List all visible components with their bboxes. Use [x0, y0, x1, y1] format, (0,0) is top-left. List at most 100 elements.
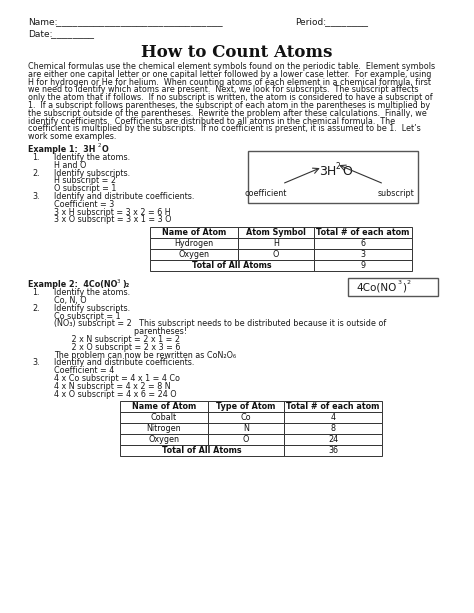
Text: Identify subscripts.: Identify subscripts.	[54, 304, 130, 313]
Text: O subscript = 1: O subscript = 1	[54, 184, 117, 193]
Text: ________: ________	[51, 30, 94, 39]
Text: 36: 36	[328, 446, 338, 455]
Text: Identify and distribute coefficients.: Identify and distribute coefficients.	[54, 192, 194, 201]
Text: 4 x Co subscript = 4 x 1 = 4 Co: 4 x Co subscript = 4 x 1 = 4 Co	[54, 374, 180, 383]
Bar	[150, 238, 238, 249]
Bar	[150, 260, 314, 271]
Bar	[238, 227, 314, 238]
Bar	[150, 249, 238, 260]
Text: Period:: Period:	[295, 18, 326, 27]
Text: 2: 2	[98, 143, 101, 148]
Bar	[120, 435, 208, 446]
Text: coefficient is multiplied by the subscripts.  If no coefficient is present, it i: coefficient is multiplied by the subscri…	[28, 124, 421, 134]
Text: Name:: Name:	[28, 18, 57, 27]
Text: 4 x O subscript = 4 x 6 = 24 O: 4 x O subscript = 4 x 6 = 24 O	[54, 390, 177, 398]
Text: 9: 9	[360, 261, 365, 270]
Text: Oxygen: Oxygen	[148, 435, 180, 444]
Text: subscript: subscript	[378, 189, 414, 198]
Bar	[284, 424, 382, 435]
Text: O: O	[339, 165, 353, 178]
Text: Name of Atom: Name of Atom	[132, 402, 196, 411]
Text: 1.: 1.	[32, 288, 39, 297]
Text: 2: 2	[336, 162, 340, 171]
Text: Type of Atom: Type of Atom	[216, 402, 276, 411]
Bar	[314, 227, 412, 238]
Text: 3: 3	[398, 280, 402, 284]
Text: Atom Symbol: Atom Symbol	[246, 228, 306, 237]
Text: _______________________________: _______________________________	[56, 18, 223, 27]
Bar	[208, 424, 284, 435]
Text: Total # of each atom: Total # of each atom	[286, 402, 380, 411]
Bar	[314, 260, 412, 271]
Text: Coefficient = 4: Coefficient = 4	[54, 366, 114, 375]
Text: The problem can now be rewritten as CoN₂O₆: The problem can now be rewritten as CoN₂…	[54, 351, 236, 360]
Text: Total of All Atoms: Total of All Atoms	[192, 261, 272, 270]
Text: we need to identify which atoms are present.  Next, we look for subscripts.  The: we need to identify which atoms are pres…	[28, 85, 419, 94]
Bar	[208, 413, 284, 424]
Text: (NO₃) subscript = 2   This subscript needs to be distributed because it is outsi: (NO₃) subscript = 2 This subscript needs…	[54, 319, 386, 329]
Bar	[284, 413, 382, 424]
Text: Identify subscripts.: Identify subscripts.	[54, 169, 130, 178]
Bar	[248, 151, 418, 203]
Bar	[208, 402, 284, 413]
Text: the subscript outside of the parentheses.  Rewrite the problem after these calcu: the subscript outside of the parentheses…	[28, 109, 427, 118]
Text: O: O	[243, 435, 249, 444]
Text: Example 2:  4Co(NO: Example 2: 4Co(NO	[28, 280, 118, 289]
Bar	[120, 424, 208, 435]
Bar	[348, 278, 438, 296]
Text: work some examples.: work some examples.	[28, 132, 117, 141]
Bar	[238, 238, 314, 249]
Text: H: H	[273, 239, 279, 248]
Bar	[284, 402, 382, 413]
Text: parentheses!: parentheses!	[54, 327, 187, 336]
Text: H subscript = 2: H subscript = 2	[54, 177, 116, 185]
Text: 6: 6	[361, 239, 365, 248]
Text: Co, N, O: Co, N, O	[54, 296, 87, 305]
Text: 3H: 3H	[319, 165, 337, 178]
Text: 2: 2	[407, 280, 411, 284]
Text: Identify and distribute coefficients.: Identify and distribute coefficients.	[54, 359, 194, 367]
Text: How to Count Atoms: How to Count Atoms	[141, 44, 333, 61]
Text: O: O	[102, 145, 109, 154]
Bar	[150, 227, 238, 238]
Text: ________: ________	[325, 18, 368, 27]
Text: H and O: H and O	[54, 161, 86, 170]
Text: Total of All Atoms: Total of All Atoms	[162, 446, 242, 455]
Text: 3.: 3.	[32, 192, 39, 201]
Text: 8: 8	[330, 424, 336, 433]
Text: H for hydrogen or He for helium.  When counting atoms of each element in a chemi: H for hydrogen or He for helium. When co…	[28, 78, 431, 86]
Text: Co: Co	[241, 413, 251, 422]
Text: O: O	[273, 250, 279, 259]
Text: Cobalt: Cobalt	[151, 413, 177, 422]
Text: coefficient: coefficient	[245, 189, 287, 198]
Text: N: N	[243, 424, 249, 433]
Bar	[284, 435, 382, 446]
Bar	[314, 249, 412, 260]
Text: Oxygen: Oxygen	[179, 250, 210, 259]
Text: Name of Atom: Name of Atom	[162, 228, 226, 237]
Bar	[284, 446, 382, 457]
Bar	[208, 435, 284, 446]
Text: ): )	[402, 282, 406, 292]
Text: identify coefficients.  Coefficients are distributed to all atoms in the chemica: identify coefficients. Coefficients are …	[28, 116, 395, 126]
Text: 4 x N subscript = 4 x 2 = 8 N: 4 x N subscript = 4 x 2 = 8 N	[54, 382, 171, 391]
Text: 24: 24	[328, 435, 338, 444]
Text: are either one capital letter or one capital letter followed by a lower case let: are either one capital letter or one cap…	[28, 70, 431, 79]
Text: Identify the atoms.: Identify the atoms.	[54, 153, 130, 162]
Text: Chemical formulas use the chemical element symbols found on the periodic table. : Chemical formulas use the chemical eleme…	[28, 62, 435, 71]
Text: 2.: 2.	[32, 304, 40, 313]
Text: 3: 3	[117, 279, 120, 284]
Text: 3.: 3.	[32, 359, 39, 367]
Bar	[120, 413, 208, 424]
Text: )₂: )₂	[122, 280, 129, 289]
Text: 2 x O subscript = 2 x 3 = 6: 2 x O subscript = 2 x 3 = 6	[54, 343, 181, 352]
Bar	[120, 402, 208, 413]
Bar	[120, 446, 284, 457]
Text: Hydrogen: Hydrogen	[174, 239, 214, 248]
Bar	[238, 249, 314, 260]
Text: 3 x O subscript = 3 x 1 = 3 O: 3 x O subscript = 3 x 1 = 3 O	[54, 215, 172, 224]
Text: 4Co(NO: 4Co(NO	[356, 282, 396, 292]
Text: Identify the atoms.: Identify the atoms.	[54, 288, 130, 297]
Bar	[314, 238, 412, 249]
Text: Coefficient = 3: Coefficient = 3	[54, 200, 114, 209]
